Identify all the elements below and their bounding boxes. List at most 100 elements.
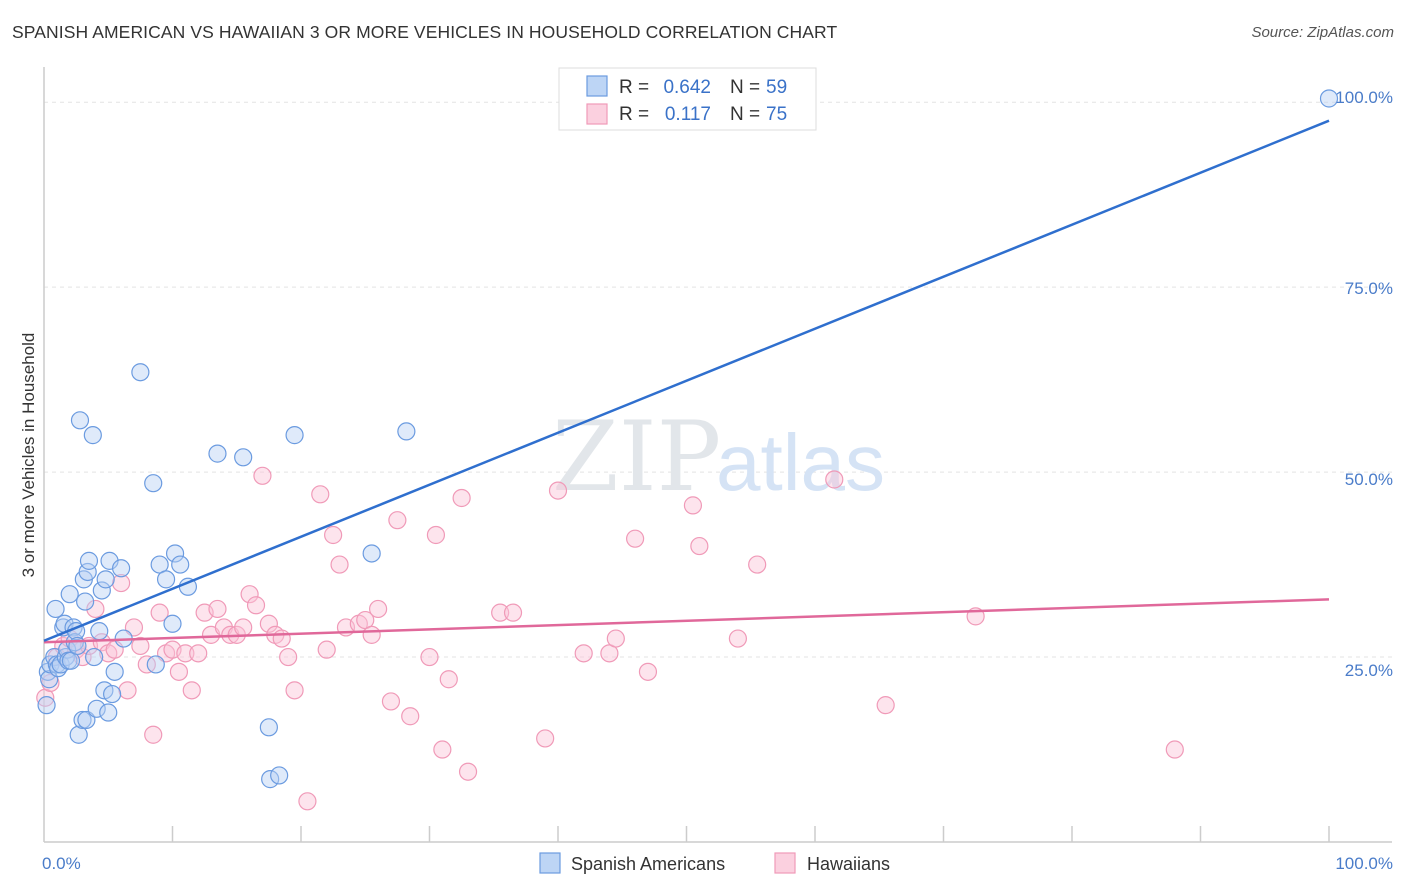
y-tick-label-25: 25.0% (1345, 661, 1393, 680)
y-axis-title: 3 or more Vehicles in Household (19, 333, 38, 578)
legend-n-label-pink: N = (730, 104, 760, 125)
spanish-americans-point-5 (46, 599, 65, 619)
spanish-americans-point-32 (92, 581, 111, 600)
spanish-americans-point-58 (1319, 89, 1339, 108)
spanish-americans-point-30 (87, 699, 106, 718)
y-tick-label-75: 75.0% (1345, 279, 1393, 298)
chart-title: SPANISH AMERICAN VS HAWAIIAN 3 OR MORE V… (12, 22, 838, 42)
legend-r-label-pink: R = (619, 104, 649, 125)
hawaiians-point-73 (876, 696, 895, 715)
legend-n-value-pink: 75 (766, 104, 787, 125)
spanish-americans-point-47 (165, 544, 185, 563)
spanish-americans-point-28 (83, 426, 102, 445)
hawaiians-point-23 (182, 681, 201, 700)
hawaiians-point-8 (86, 599, 105, 619)
hawaiians-point-54 (426, 525, 446, 545)
hawaiians-point-37 (272, 629, 291, 648)
legend-n-label-blue: N = (730, 77, 760, 98)
spanish-americans-point-14 (60, 585, 79, 604)
hawaiians-point-59 (491, 603, 510, 622)
spanish-americans-point-25 (77, 710, 96, 730)
hawaiians-point-68 (683, 496, 703, 515)
hawaiians-point-66 (625, 529, 645, 548)
grid-lines (44, 101, 1392, 658)
legend-n-value-blue: 59 (766, 77, 787, 98)
source-credit: Source: ZipAtlas.com (1251, 24, 1394, 41)
hawaiians-point-58 (458, 762, 478, 781)
hawaiians-point-71 (748, 555, 767, 574)
hawaiians-point-50 (381, 692, 401, 711)
spanish-americans-point-56 (362, 544, 381, 563)
spanish-americans-point-31 (90, 622, 109, 641)
hawaiians-point-42 (317, 640, 336, 659)
hawaiians-point-51 (388, 511, 407, 530)
hawaiians-point-17 (144, 725, 163, 744)
hawaiians-point-21 (169, 662, 189, 681)
hawaiians-point-27 (208, 599, 227, 619)
spanish-americans-point-35 (99, 703, 118, 722)
spanish-americans-point-39 (111, 559, 131, 578)
spanish-americans-point-20 (69, 725, 88, 744)
hawaiians-point-70 (728, 629, 748, 648)
hawaiians-point-49 (369, 599, 388, 619)
hawaiians-point-67 (638, 662, 658, 681)
spanish-americans-point-53 (261, 770, 280, 789)
series-legend-label-pink: Hawaiians (807, 854, 890, 874)
spanish-americans-point-21 (70, 411, 90, 430)
x-axis-ticks (171, 826, 1330, 842)
hawaiians-point-48 (362, 625, 381, 644)
spanish-americans-point-43 (146, 655, 165, 674)
hawaiians-point-63 (574, 644, 593, 663)
spanish-americans-points (37, 89, 1339, 789)
hawaiians-point-34 (253, 466, 272, 485)
spanish-americans-point-52 (259, 718, 278, 737)
series-legend-swatch-blue (539, 852, 561, 874)
hawaiians-point-53 (420, 647, 439, 667)
spanish-americans-point-46 (163, 614, 182, 633)
hawaiians-point-75 (1165, 740, 1184, 759)
spanish-americans-point-34 (96, 570, 115, 589)
hawaiians-point-72 (825, 470, 844, 489)
spanish-americans-point-51 (234, 448, 253, 467)
hawaiians-point-13 (118, 681, 137, 700)
hawaiians-point-62 (548, 481, 568, 500)
hawaiians-point-69 (690, 536, 709, 556)
hawaiians-point-60 (503, 603, 523, 622)
hawaiians-point-12 (111, 573, 131, 593)
spanish-americans-trend-line (43, 119, 1330, 642)
hawaiians-point-38 (279, 647, 298, 667)
spanish-americans-point-41 (131, 363, 150, 382)
spanish-americans-point-54 (270, 766, 289, 785)
hawaiians-point-40 (298, 792, 317, 811)
watermark-zip: ZIP (552, 401, 721, 513)
legend-swatch-blue (586, 75, 608, 97)
series-legend: Spanish Americans Hawaiians (539, 852, 890, 874)
y-axis-tick-labels: 25.0% 50.0% 75.0% 100.0% (1335, 88, 1393, 680)
spanish-americans-point-48 (171, 555, 190, 574)
y-tick-label-50: 50.0% (1345, 470, 1393, 489)
spanish-americans-point-50 (208, 444, 227, 463)
hawaiians-points (36, 466, 1184, 811)
spanish-americans-point-38 (105, 662, 124, 681)
legend-r-value-blue: 0.642 (663, 77, 711, 98)
spanish-americans-point-55 (285, 426, 304, 445)
spanish-americans-point-22 (73, 710, 92, 730)
spanish-americans-point-42 (144, 474, 163, 493)
hawaiians-point-14 (124, 618, 144, 637)
legend-r-label-blue: R = (619, 77, 649, 98)
series-legend-swatch-pink (774, 852, 796, 874)
hawaiians-point-56 (439, 670, 458, 689)
hawaiians-point-52 (401, 707, 420, 726)
hawaiians-point-15 (131, 636, 150, 656)
spanish-americans-point-57 (397, 422, 416, 441)
hawaiians-point-43 (324, 525, 343, 545)
hawaiians-point-57 (452, 488, 471, 508)
spanish-americans-point-37 (103, 684, 122, 704)
hawaiians-point-39 (285, 681, 304, 700)
spanish-americans-point-45 (156, 570, 176, 589)
stats-legend: R = 0.642 N = 59 R = 0.117 N = 75 (558, 67, 817, 131)
x-tick-label-min: 0.0% (42, 854, 81, 873)
hawaiians-point-32 (240, 585, 259, 604)
x-tick-label-max: 100.0% (1335, 854, 1393, 873)
